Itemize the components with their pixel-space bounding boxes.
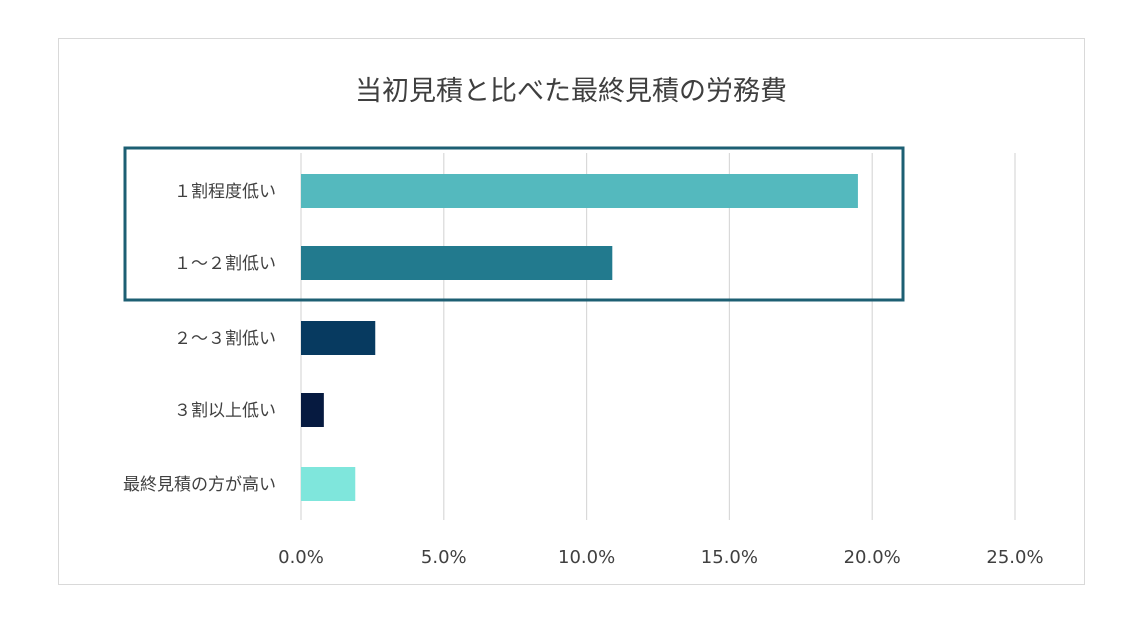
category-label: 最終見積の方が高い	[123, 475, 276, 495]
x-tick-label: 0.0%	[278, 547, 324, 568]
highlight-box	[123, 146, 905, 302]
chart-title: 当初見積と比べた最終見積の労務費	[355, 76, 787, 107]
x-tick-label: 25.0%	[986, 547, 1043, 568]
bar	[301, 467, 356, 501]
bar	[301, 246, 613, 280]
tick-labels: 0.0% 5.0% 10.0% 15.0% 20.0% 25.0%	[278, 547, 1043, 568]
category-label: ３割以上低い	[174, 401, 276, 421]
bars	[301, 174, 858, 501]
x-tick-label: 5.0%	[421, 547, 467, 568]
category-label: ２～３割低い	[174, 329, 276, 349]
x-tick-label: 15.0%	[701, 547, 758, 568]
chart-frame	[58, 38, 1085, 585]
bar	[301, 321, 376, 355]
x-tick-label: 20.0%	[844, 547, 901, 568]
x-tick-label: 10.0%	[558, 547, 615, 568]
bar	[301, 174, 858, 208]
gridlines	[300, 153, 1016, 520]
category-label: １～２割低い	[174, 254, 276, 274]
bar	[301, 393, 324, 427]
category-label: １割程度低い	[174, 182, 276, 202]
